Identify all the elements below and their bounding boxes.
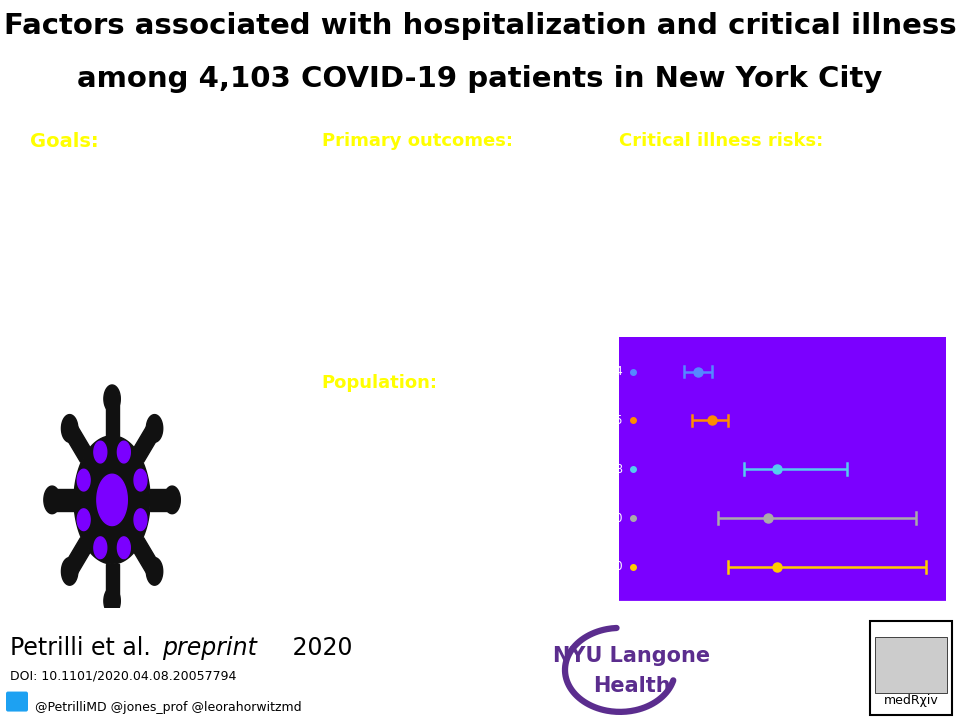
Polygon shape <box>117 537 131 559</box>
Text: Describe characteristics
of Covid-19 patients: Describe characteristics of Covid-19 pat… <box>57 177 242 210</box>
Polygon shape <box>94 441 107 463</box>
Text: Mechanical
ventilation: Mechanical ventilation <box>386 271 472 304</box>
Polygon shape <box>146 557 163 585</box>
Text: Admission oxygen
impairment: Admission oxygen impairment <box>653 214 792 248</box>
Polygon shape <box>134 509 147 531</box>
Polygon shape <box>52 489 74 510</box>
Polygon shape <box>94 537 107 559</box>
Text: •: • <box>322 503 332 521</box>
Text: Explore factors
associated with
hospitalization: Explore factors associated with hospital… <box>57 253 176 305</box>
Text: •: • <box>322 207 332 225</box>
Text: Age>75: Age>75 <box>576 414 623 427</box>
Polygon shape <box>117 441 131 463</box>
Text: •: • <box>360 340 369 355</box>
Text: DOI: 10.1101/2020.04.08.20057794: DOI: 10.1101/2020.04.08.20057794 <box>10 670 236 683</box>
Polygon shape <box>74 436 150 564</box>
Text: •: • <box>322 473 332 491</box>
Text: •: • <box>30 177 41 195</box>
Bar <box>870 621 952 715</box>
Text: Markers of inflammation: Markers of inflammation <box>653 268 840 283</box>
Text: Hospitalization: Hospitalization <box>348 177 468 192</box>
Polygon shape <box>104 588 120 615</box>
Polygon shape <box>65 538 89 579</box>
Polygon shape <box>134 538 159 579</box>
Polygon shape <box>106 564 118 601</box>
Polygon shape <box>61 415 78 442</box>
Text: •: • <box>618 174 630 192</box>
Text: Critical illness: Critical illness <box>348 207 460 222</box>
Text: Population:: Population: <box>322 374 438 392</box>
FancyBboxPatch shape <box>6 691 28 711</box>
Text: 650 critical illness: 650 critical illness <box>348 473 492 487</box>
Polygon shape <box>44 486 60 513</box>
Text: Health: Health <box>593 676 671 696</box>
Text: 2020: 2020 <box>285 636 352 660</box>
Text: •: • <box>360 271 369 286</box>
Text: Hospice: Hospice <box>386 315 447 330</box>
Text: medRχiv: medRχiv <box>883 694 938 707</box>
Text: D-dimer>2500: D-dimer>2500 <box>536 560 623 574</box>
Text: O2 sat <88: O2 sat <88 <box>556 463 623 476</box>
Text: Among hospitalized:: Among hospitalized: <box>348 503 513 518</box>
Text: Intensive care: Intensive care <box>386 236 494 251</box>
Text: Age: Age <box>653 174 683 189</box>
Polygon shape <box>61 557 78 585</box>
Text: •: • <box>322 444 332 462</box>
Polygon shape <box>134 420 159 462</box>
Text: •: • <box>30 330 41 348</box>
Polygon shape <box>65 420 89 462</box>
Polygon shape <box>146 415 163 442</box>
Text: 1,999 hospitalized: 1,999 hospitalized <box>348 444 495 458</box>
Text: •: • <box>322 413 332 431</box>
Text: Petrilli et al.: Petrilli et al. <box>10 636 158 660</box>
Text: •: • <box>360 236 369 251</box>
Text: Explore factors
associated with critical
illness: Explore factors associated with critical… <box>57 330 232 382</box>
Text: •: • <box>618 268 630 286</box>
Text: •: • <box>618 214 630 232</box>
Polygon shape <box>164 486 180 513</box>
Polygon shape <box>104 385 120 413</box>
Text: •: • <box>366 537 374 552</box>
Polygon shape <box>97 474 128 526</box>
Polygon shape <box>134 469 147 491</box>
Text: •: • <box>30 253 41 271</box>
Polygon shape <box>77 509 90 531</box>
Text: Factors associated with hospitalization and critical illness: Factors associated with hospitalization … <box>4 12 956 40</box>
Text: preprint: preprint <box>162 636 257 660</box>
Text: Death: Death <box>386 340 433 355</box>
Polygon shape <box>77 469 90 491</box>
Text: among 4,103 COVID-19 patients in New York City: among 4,103 COVID-19 patients in New Yor… <box>78 65 882 93</box>
Text: Primary outcomes:: Primary outcomes: <box>322 132 513 150</box>
Text: Age 65-74: Age 65-74 <box>563 365 623 378</box>
Text: @PetrilliMD @jones_prof @leorahorwitzmd: @PetrilliMD @jones_prof @leorahorwitzmd <box>35 701 301 714</box>
Text: •: • <box>360 315 369 330</box>
Polygon shape <box>150 489 172 510</box>
Polygon shape <box>106 399 118 436</box>
X-axis label: Odds ratio for critical illness: Odds ratio for critical illness <box>699 628 866 641</box>
Text: •: • <box>322 177 332 195</box>
Text: Goals:: Goals: <box>30 132 99 151</box>
Text: Median age 62; 63%
male; 40% obese: Median age 62; 63% male; 40% obese <box>392 537 550 570</box>
Text: NYU Langone: NYU Langone <box>553 646 710 666</box>
Text: 4,103 Covid-19 +: 4,103 Covid-19 + <box>348 413 489 428</box>
Text: Critical illness risks:: Critical illness risks: <box>618 132 823 150</box>
Text: CRP>200: CRP>200 <box>567 512 623 525</box>
Bar <box>875 636 947 693</box>
